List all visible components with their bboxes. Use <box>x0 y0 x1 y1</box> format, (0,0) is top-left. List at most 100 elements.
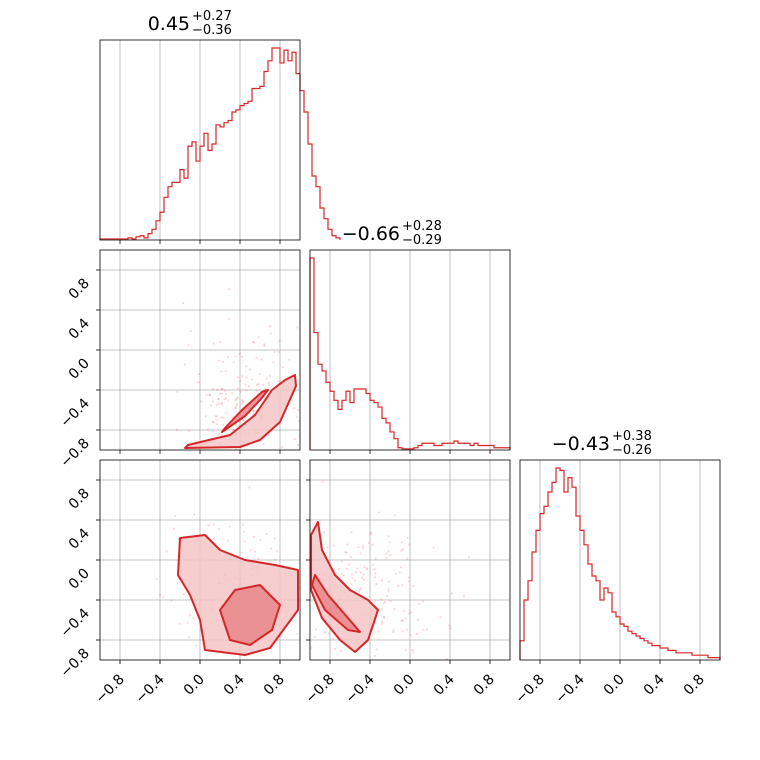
scatter-point <box>403 609 406 612</box>
scatter-point <box>187 457 189 459</box>
scatter-point <box>252 410 255 413</box>
scatter-point <box>314 635 317 639</box>
scatter-point <box>213 537 216 540</box>
scatter-point <box>193 513 196 516</box>
scatter-point <box>197 381 200 384</box>
scatter-point <box>382 616 386 619</box>
scatter-point <box>404 617 407 620</box>
scatter-point <box>380 579 384 582</box>
scatter-point <box>321 480 324 483</box>
scatter-point <box>393 514 396 517</box>
scatter-point <box>189 614 192 617</box>
scatter-point <box>347 563 350 566</box>
scatter-point <box>207 524 210 527</box>
scatter-point <box>252 409 255 413</box>
scatter-point <box>217 359 220 362</box>
scatter-point <box>217 527 221 531</box>
scatter-point <box>382 615 386 619</box>
scatter-point <box>251 378 254 381</box>
scatter-point <box>387 587 390 590</box>
scatter-point <box>295 415 298 418</box>
scatter-point <box>223 397 226 401</box>
scatter-point <box>245 376 248 379</box>
scatter-point <box>231 428 235 431</box>
panel-title-value-2: −0.43 <box>552 433 610 455</box>
scatter-point <box>383 601 386 604</box>
scatter-point <box>338 567 341 571</box>
scatter-point <box>267 560 270 563</box>
scatter-point <box>410 611 413 614</box>
scatter-point <box>245 365 248 368</box>
scatter-point <box>400 619 403 622</box>
scatter-point <box>264 387 267 390</box>
panel-title-minus-0: −0.36 <box>192 23 232 38</box>
scatter-point <box>401 619 404 622</box>
scatter-point <box>392 630 395 634</box>
scatter-point <box>232 453 234 455</box>
scatter-point <box>291 562 293 564</box>
scatter-point <box>176 390 179 393</box>
scatter-point <box>263 343 266 346</box>
scatter-point <box>269 453 271 455</box>
scatter-point <box>163 526 165 528</box>
x-tick-label: 0.0 <box>181 672 208 699</box>
scatter-point <box>322 531 326 534</box>
scatter-point <box>272 361 275 364</box>
scatter-point <box>186 621 189 624</box>
scatter-point <box>346 543 349 546</box>
scatter-point <box>239 390 242 393</box>
scatter-point <box>212 523 215 526</box>
scatter-point <box>297 419 300 423</box>
scatter-point <box>409 633 412 636</box>
contour-inner <box>311 574 361 633</box>
x-tick-label: 0.4 <box>641 671 668 698</box>
y-tick-label: −0.4 <box>57 605 92 640</box>
scatter-point <box>373 568 376 571</box>
scatter-point <box>385 594 389 598</box>
scatter-point <box>275 549 278 553</box>
scatter-point <box>262 678 264 680</box>
y-tick-label: 0.4 <box>66 525 93 552</box>
scatter-point <box>327 632 331 635</box>
scatter-point <box>350 573 354 576</box>
scatter-point <box>248 475 250 477</box>
scatter-point <box>219 392 222 395</box>
scatter-point <box>200 400 203 403</box>
scatter-point <box>210 666 212 668</box>
scatter-point <box>380 598 383 601</box>
scatter-point <box>273 537 276 540</box>
y-tick-label: −0.4 <box>57 395 92 430</box>
scatter-point <box>269 547 273 550</box>
contour-inner <box>219 584 281 646</box>
scatter-point <box>197 373 201 376</box>
scatter-point <box>339 649 342 652</box>
scatter-point <box>234 355 237 358</box>
scatter-point <box>265 377 268 380</box>
scatter-point <box>267 433 271 436</box>
x-tick-label: 0.0 <box>391 672 418 699</box>
x-tick-label: 0.4 <box>221 671 248 698</box>
scatter-point <box>235 448 238 450</box>
scatter-point <box>374 557 377 560</box>
scatter-point <box>216 433 219 436</box>
scatter-point <box>225 392 228 395</box>
scatter-point <box>215 673 217 675</box>
scatter-point <box>244 416 248 419</box>
scatter-point <box>214 415 217 418</box>
scatter-point <box>399 565 403 569</box>
scatter-point <box>313 456 315 458</box>
scatter-point <box>220 403 223 406</box>
scatter-point <box>345 551 348 555</box>
scatter-point <box>224 412 227 415</box>
scatter-point <box>369 533 373 536</box>
scatter-point <box>175 428 178 431</box>
scatter-point <box>218 402 221 405</box>
scatter-point <box>343 674 345 676</box>
scatter-point <box>248 486 251 489</box>
scatter-point <box>253 550 256 553</box>
scatter-point <box>370 531 373 534</box>
scatter-point <box>220 401 223 404</box>
scatter-point <box>269 374 272 378</box>
scatter-point <box>219 340 222 344</box>
scatter-point <box>249 549 252 552</box>
